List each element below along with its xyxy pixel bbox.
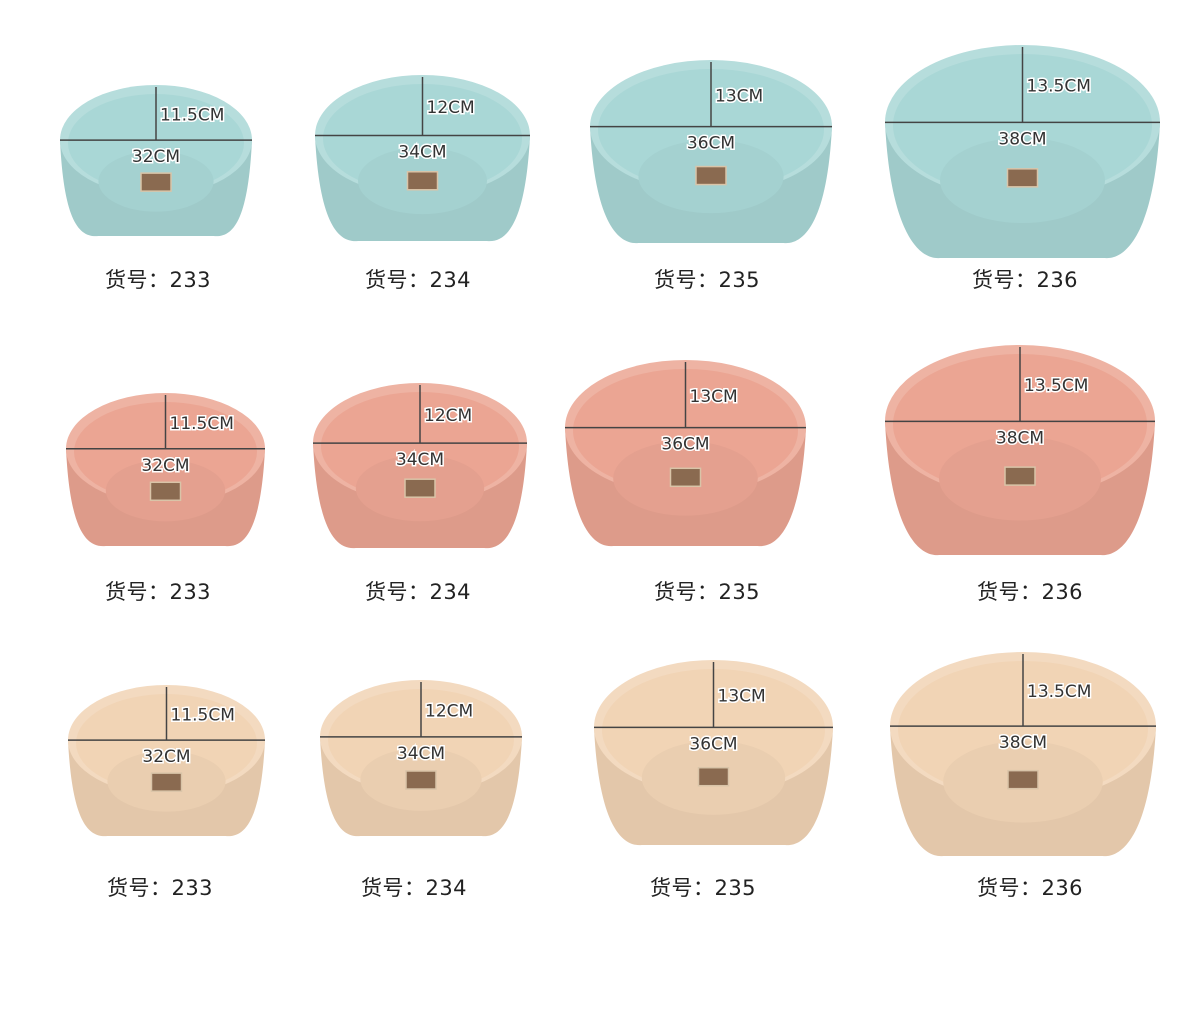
item-code-prefix: 货号： — [364, 268, 430, 292]
item-code-label: 货号：235 — [654, 576, 760, 606]
bowl-blue-235: 13CM 36CM — [590, 60, 832, 244]
item-code: 235 — [714, 876, 757, 900]
item-code-label: 货号：236 — [977, 576, 1083, 606]
item-code-prefix: 货号： — [106, 876, 172, 900]
item-code-prefix: 货号： — [971, 268, 1037, 292]
bowl-pink-235: 13CM 36CM — [565, 360, 806, 547]
item-code: 235 — [718, 268, 761, 292]
item-code-label: 货号：235 — [650, 872, 756, 902]
item-code-prefix: 货号： — [653, 580, 719, 604]
item-code-label: 货号：235 — [654, 264, 760, 294]
diameter-label: 32CM — [141, 456, 189, 476]
height-label: 12CM — [425, 701, 473, 721]
height-label: 11.5CM — [160, 106, 224, 126]
item-code-prefix: 货号： — [360, 876, 426, 900]
item-code: 236 — [1041, 580, 1084, 604]
brand-tag — [695, 165, 727, 186]
item-code: 234 — [429, 268, 472, 292]
item-code: 234 — [425, 876, 468, 900]
item-code-prefix: 货号： — [976, 580, 1042, 604]
item-code: 233 — [169, 580, 212, 604]
item-code-label: 货号：236 — [977, 872, 1083, 902]
item-code: 236 — [1041, 876, 1084, 900]
diameter-label: 38CM — [998, 129, 1046, 149]
brand-tag — [405, 770, 437, 790]
diameter-label: 38CM — [996, 428, 1044, 448]
bowl-blue-233: 11.5CM 32CM — [60, 85, 252, 237]
item-code-label: 货号：234 — [365, 264, 471, 294]
brand-tag — [404, 478, 436, 498]
height-label: 11.5CM — [171, 706, 235, 726]
item-code-label: 货号：234 — [361, 872, 467, 902]
brand-tag — [149, 481, 182, 502]
bowl-beige-236: 13.5CM 38CM — [890, 652, 1156, 857]
item-code-label: 货号：233 — [105, 576, 211, 606]
diameter-label: 34CM — [397, 744, 445, 764]
bowl-pink-236: 13.5CM 38CM — [885, 345, 1155, 556]
diameter-label: 34CM — [398, 142, 446, 162]
height-label: 11.5CM — [170, 414, 234, 434]
diameter-label: 32CM — [132, 147, 180, 167]
diameter-label: 36CM — [687, 134, 735, 154]
bowl-pink-234: 12CM 34CM — [313, 383, 527, 549]
brand-tag — [1004, 466, 1036, 486]
item-code: 233 — [171, 876, 214, 900]
item-code-prefix: 货号： — [649, 876, 715, 900]
bowl-pink-233: 11.5CM 32CM — [66, 393, 265, 547]
bowl-blue-236: 13.5CM 38CM — [885, 45, 1160, 259]
item-code-label: 货号：233 — [107, 872, 213, 902]
item-code-prefix: 货号： — [976, 876, 1042, 900]
item-code-prefix: 货号： — [104, 268, 170, 292]
item-code: 234 — [429, 580, 472, 604]
brand-tag — [1007, 769, 1039, 790]
item-code: 236 — [1036, 268, 1079, 292]
bowl-beige-233: 11.5CM 32CM — [68, 685, 265, 837]
brand-tag — [406, 171, 439, 191]
item-code-label: 货号：234 — [365, 576, 471, 606]
brand-tag — [140, 172, 172, 192]
bowl-beige-235: 13CM 36CM — [594, 660, 833, 846]
item-code: 235 — [718, 580, 761, 604]
height-label: 12CM — [427, 98, 475, 118]
height-label: 13CM — [718, 687, 766, 707]
brand-tag — [1006, 168, 1039, 188]
item-code: 233 — [169, 268, 212, 292]
height-label: 13.5CM — [1027, 682, 1091, 702]
diameter-label: 36CM — [661, 435, 709, 455]
brand-tag — [669, 467, 702, 488]
brand-tag — [697, 766, 730, 787]
height-label: 13.5CM — [1027, 77, 1091, 97]
height-label: 13CM — [690, 387, 738, 407]
brand-tag — [150, 772, 183, 792]
diameter-label: 32CM — [142, 747, 190, 767]
item-code-label: 货号：233 — [105, 264, 211, 294]
item-code-prefix: 货号： — [653, 268, 719, 292]
bowl-blue-234: 12CM 34CM — [315, 75, 530, 242]
item-code-label: 货号：236 — [972, 264, 1078, 294]
diameter-label: 34CM — [396, 450, 444, 470]
height-label: 13.5CM — [1024, 376, 1088, 396]
item-code-prefix: 货号： — [364, 580, 430, 604]
diameter-label: 38CM — [999, 733, 1047, 753]
diameter-label: 36CM — [689, 734, 737, 754]
bowl-beige-234: 12CM 34CM — [320, 680, 522, 837]
item-code-prefix: 货号： — [104, 580, 170, 604]
height-label: 12CM — [424, 406, 472, 426]
height-label: 13CM — [715, 86, 763, 106]
